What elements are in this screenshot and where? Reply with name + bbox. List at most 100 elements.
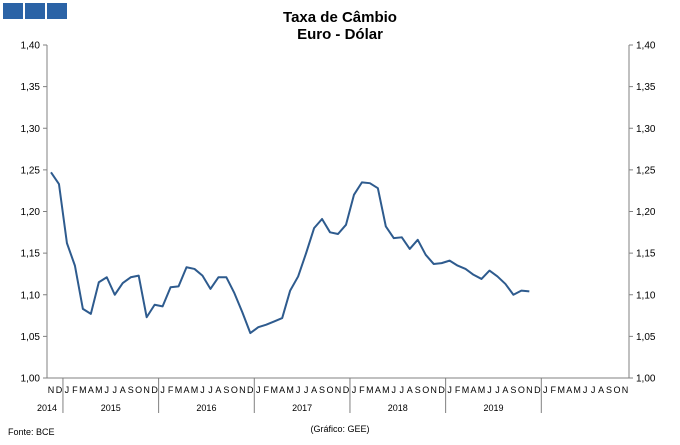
x-month-label: A (566, 385, 572, 395)
x-month-label: N (622, 385, 629, 395)
x-month-label: O (135, 385, 142, 395)
y-tick-label-left: 1,20 (21, 207, 41, 218)
x-month-label: N (430, 385, 437, 395)
x-month-label: S (223, 385, 229, 395)
x-month-label: N (143, 385, 150, 395)
x-month-label: N (48, 385, 55, 395)
y-tick-label-right: 1,25 (636, 165, 656, 176)
y-tick-label-left: 1,15 (21, 249, 41, 260)
x-year-label: 2015 (101, 403, 121, 413)
y-tick-label-left: 1,05 (21, 332, 41, 343)
x-month-label: S (319, 385, 325, 395)
y-tick-label-right: 1,35 (636, 82, 656, 93)
x-month-label: D (247, 385, 254, 395)
chart-subtitle: Euro - Dólar (297, 26, 383, 43)
x-year-label: 2019 (483, 403, 503, 413)
x-month-label: A (471, 385, 477, 395)
x-month-label: D (343, 385, 350, 395)
y-tick-label-left: 1,40 (21, 41, 41, 52)
chart-title: Taxa de Câmbio (283, 9, 397, 26)
logo (3, 3, 67, 19)
y-tick-label-left: 1,25 (21, 165, 41, 176)
x-month-label: M (175, 385, 183, 395)
x-month-label: F (168, 385, 174, 395)
y-tick-label-right: 1,10 (636, 290, 656, 301)
x-month-label: D (438, 385, 445, 395)
x-month-label: A (502, 385, 508, 395)
x-month-label: J (543, 385, 548, 395)
x-month-label: N (239, 385, 246, 395)
x-month-label: A (407, 385, 413, 395)
x-month-label: A (375, 385, 381, 395)
x-month-label: M (462, 385, 470, 395)
x-month-label: J (200, 385, 205, 395)
x-year-label: 2018 (388, 403, 408, 413)
x-month-label: J (113, 385, 118, 395)
x-month-label: M (382, 385, 390, 395)
x-year-label: 2017 (292, 403, 312, 413)
x-month-label: J (487, 385, 492, 395)
x-month-label: M (557, 385, 565, 395)
x-month-label: S (128, 385, 134, 395)
x-month-label: J (352, 385, 357, 395)
y-tick-label-left: 1,00 (21, 374, 41, 385)
chart-credit: (Gráfico: GEE) (310, 424, 370, 434)
x-month-label: D (534, 385, 541, 395)
y-tick-label-right: 1,40 (636, 41, 656, 52)
x-month-label: M (478, 385, 486, 395)
x-month-label: J (65, 385, 70, 395)
x-month-label: J (105, 385, 110, 395)
x-month-label: O (518, 385, 525, 395)
x-month-label: M (286, 385, 294, 395)
x-month-label: O (231, 385, 238, 395)
source-note: Fonte: BCE (8, 427, 55, 437)
x-month-label: A (598, 385, 604, 395)
exchange-rate-line (50, 171, 530, 335)
x-month-label: F (551, 385, 557, 395)
x-month-label: J (256, 385, 261, 395)
y-tick-label-left: 1,10 (21, 290, 41, 301)
x-month-label: J (447, 385, 452, 395)
x-year-label: 2016 (196, 403, 216, 413)
x-month-label: J (591, 385, 596, 395)
x-month-label: A (120, 385, 126, 395)
x-month-label: J (495, 385, 500, 395)
x-month-label: J (392, 385, 397, 395)
x-month-label: M (573, 385, 581, 395)
x-month-label: O (327, 385, 334, 395)
x-month-label: N (526, 385, 533, 395)
x-month-label: A (184, 385, 190, 395)
x-month-label: J (160, 385, 165, 395)
y-tick-label-right: 1,05 (636, 332, 656, 343)
logo-square-icon (3, 3, 23, 19)
x-month-label: J (400, 385, 405, 395)
x-month-label: A (279, 385, 285, 395)
y-tick-label-right: 1,15 (636, 249, 656, 260)
x-month-label: F (263, 385, 269, 395)
x-month-label: S (415, 385, 421, 395)
x-month-label: J (583, 385, 588, 395)
y-tick-label-left: 1,30 (21, 124, 41, 135)
x-month-label: J (208, 385, 213, 395)
x-month-label: J (304, 385, 309, 395)
x-month-label: F (359, 385, 365, 395)
x-month-label: M (270, 385, 278, 395)
x-month-label: M (366, 385, 374, 395)
x-month-label: M (191, 385, 199, 395)
x-month-label: A (88, 385, 94, 395)
x-month-label: A (311, 385, 317, 395)
x-month-label: M (79, 385, 87, 395)
x-month-label: O (422, 385, 429, 395)
x-month-label: F (455, 385, 461, 395)
x-year-label: 2014 (37, 403, 57, 413)
x-month-label: F (72, 385, 78, 395)
x-month-label: D (56, 385, 63, 395)
y-tick-label-right: 1,30 (636, 124, 656, 135)
x-month-label: A (215, 385, 221, 395)
logo-square-icon (47, 3, 67, 19)
x-month-label: S (606, 385, 612, 395)
logo-square-icon (25, 3, 45, 19)
x-month-label: D (151, 385, 158, 395)
y-tick-label-left: 1,35 (21, 82, 41, 93)
